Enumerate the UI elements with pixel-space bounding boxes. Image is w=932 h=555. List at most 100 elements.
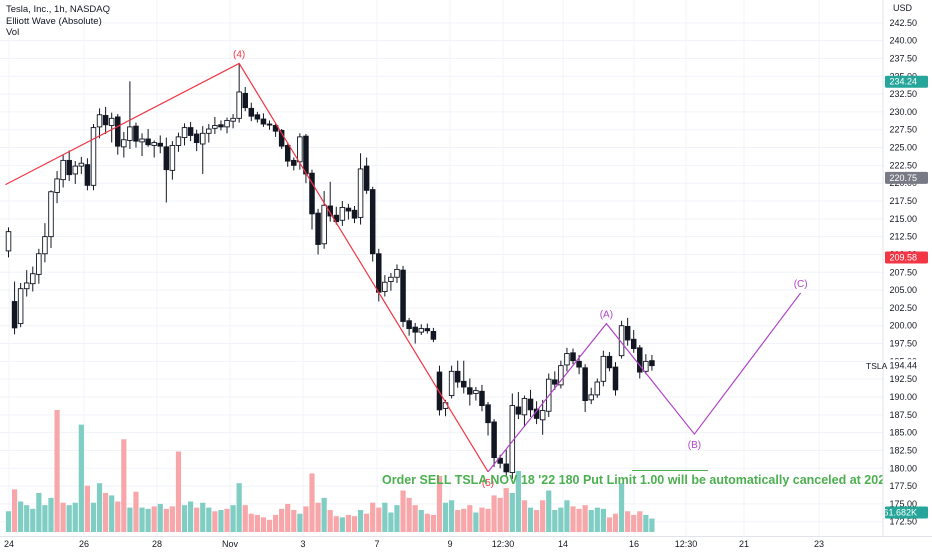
volume-bar <box>285 503 291 532</box>
candle-body <box>90 127 97 186</box>
candle <box>78 156 85 174</box>
candle <box>357 153 364 225</box>
price-tick-label: 202.50 <box>889 303 917 313</box>
volume-bar <box>376 507 382 532</box>
volume-bar <box>449 500 455 532</box>
price-axis[interactable]: 172.50 175.00 177.50 180.00 182.50 185.00 187.… <box>889 18 917 527</box>
volume-bar <box>455 510 461 532</box>
price-labels: 234.24 220.75 209.58 194.44 161.682K <box>878 75 928 519</box>
candle <box>30 266 36 292</box>
candle-body <box>54 178 60 193</box>
candle-body <box>157 142 163 147</box>
volume-indicator-label[interactable]: Vol <box>6 27 20 38</box>
candle <box>23 270 30 297</box>
volume-bar <box>103 492 109 532</box>
price-tick-label: 180.00 <box>889 463 917 473</box>
price-tick-label: 200.00 <box>889 321 917 331</box>
price-tick-label: 207.50 <box>889 267 917 277</box>
price-label-text: 220.75 <box>889 173 917 183</box>
volume-bar <box>564 500 570 532</box>
candle-body <box>23 282 30 290</box>
time-axis[interactable]: 24 26 28 Nov 3 7 9 12:30 14 16 12:30 21 23 <box>4 539 824 549</box>
candle <box>42 223 48 263</box>
candle <box>72 161 79 184</box>
candle <box>345 203 352 220</box>
candle <box>363 157 370 194</box>
candle <box>521 395 528 427</box>
volume-bar <box>436 475 443 532</box>
candle-body <box>248 107 255 117</box>
time-tick-label: 24 <box>4 539 14 549</box>
volume-bar <box>194 507 200 532</box>
elliott-wave-indicator-label[interactable]: Elliott Wave (Absolute) <box>6 15 102 27</box>
time-tick-label: 14 <box>558 539 568 549</box>
candle <box>157 135 163 154</box>
volume-bar <box>5 511 12 532</box>
candle-body <box>339 206 346 221</box>
candle <box>169 141 176 180</box>
currency-label: USD <box>893 3 913 13</box>
price-label-box <box>885 251 928 264</box>
price-label-text: 234.24 <box>889 77 917 87</box>
volume-bar <box>96 483 103 532</box>
candle-body <box>206 128 212 134</box>
price-label-box <box>885 506 928 519</box>
candle <box>588 387 594 405</box>
volume-bar <box>291 510 297 532</box>
candle-body <box>497 457 503 464</box>
candle <box>630 330 637 353</box>
volume-bar <box>315 502 321 532</box>
price-label-box <box>885 75 928 88</box>
candle-body <box>436 371 443 411</box>
candle <box>199 126 206 174</box>
candle <box>115 114 121 155</box>
price-tick-label: 192.50 <box>889 374 917 384</box>
volume-bar <box>188 501 194 532</box>
candle-body <box>175 136 182 146</box>
volume-bar <box>600 508 606 532</box>
volume-bar <box>145 508 151 532</box>
candle <box>291 157 297 171</box>
price-label: 194.44 <box>885 359 928 372</box>
candle <box>127 81 133 149</box>
volume-bar <box>321 497 327 532</box>
candle-body <box>66 159 72 176</box>
candle <box>90 124 97 191</box>
volume-bar <box>582 505 588 532</box>
volume-bar <box>637 511 643 532</box>
volume-bar <box>400 490 406 532</box>
volume-bar <box>36 492 42 532</box>
volume-bar <box>224 508 230 532</box>
volume-bar <box>412 505 418 532</box>
volume-bar <box>515 471 521 532</box>
volume-bar <box>230 505 236 532</box>
price-label-box <box>885 171 928 184</box>
candle <box>236 64 242 123</box>
volume-bar <box>625 511 631 532</box>
volume-bar <box>527 507 534 532</box>
volume-bar <box>558 507 564 532</box>
volume-bar <box>48 497 54 532</box>
candle <box>600 350 607 387</box>
candle-body <box>369 189 376 255</box>
volume-bar <box>588 510 594 532</box>
candle-body <box>84 164 91 186</box>
candle <box>637 344 643 379</box>
order-banner: Order SELL TSLA NOV 18 '22 180 Put Limit… <box>382 473 930 487</box>
price-tick-label: 177.50 <box>889 481 917 491</box>
candle-body <box>521 397 528 416</box>
candle-body <box>503 463 509 473</box>
chart-legend[interactable]: Tesla, Inc., 1h, NASDAQ Elliott Wave (Ab… <box>6 4 110 39</box>
symbol-title[interactable]: Tesla, Inc., 1h, NASDAQ <box>6 4 111 15</box>
volume-bar <box>418 510 424 532</box>
candle-body <box>418 328 425 333</box>
price-axis-background <box>883 0 932 550</box>
time-tick-label: 16 <box>629 539 639 549</box>
volume-bar <box>643 514 649 532</box>
candle-body <box>151 142 157 146</box>
candle-body <box>643 360 649 372</box>
candle-body <box>254 114 261 120</box>
price-tick-label: 217.50 <box>889 196 917 206</box>
